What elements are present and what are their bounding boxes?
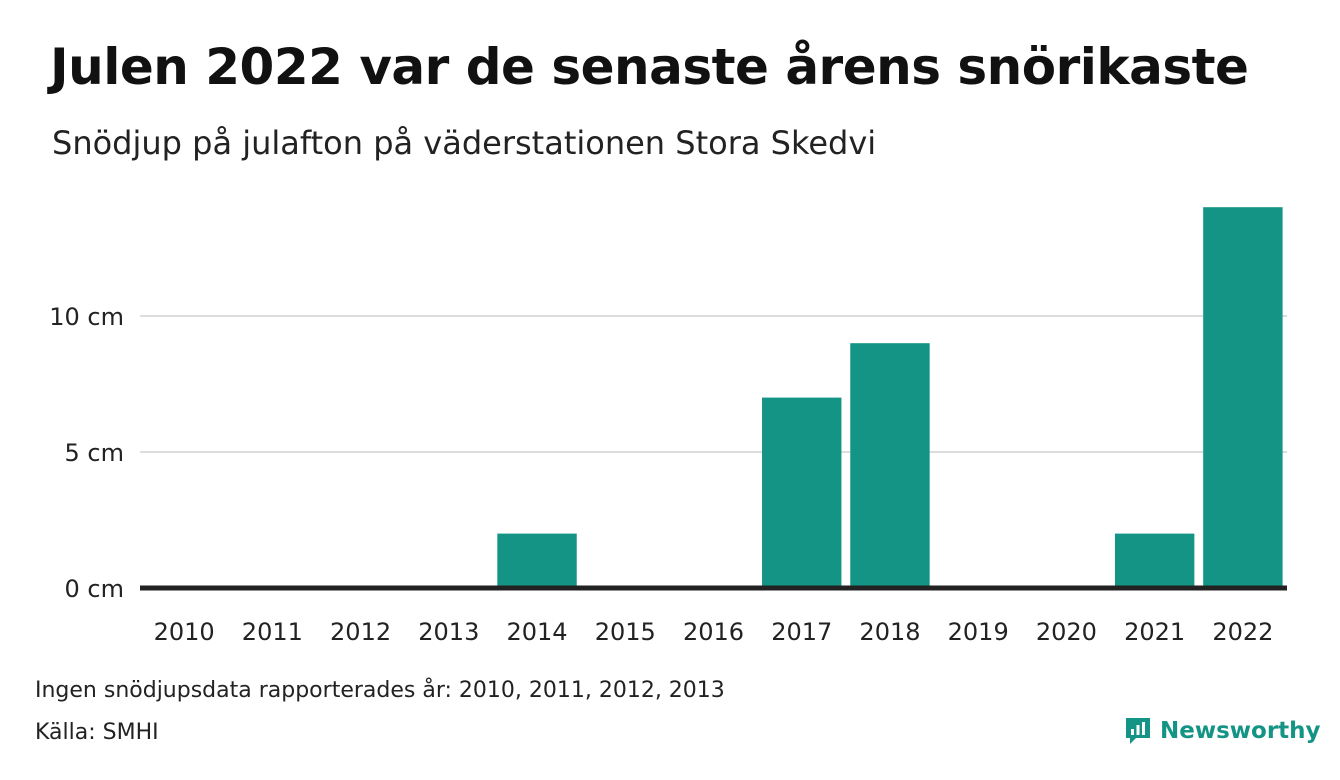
bar-2018 — [850, 343, 930, 588]
x-tick-label: 2022 — [1212, 618, 1273, 646]
bar-2022 — [1203, 207, 1283, 588]
x-tick-label: 2013 — [418, 618, 479, 646]
x-tick-label: 2011 — [242, 618, 303, 646]
x-tick-label: 2021 — [1124, 618, 1185, 646]
newsworthy-logo[interactable]: Newsworthy — [1124, 716, 1321, 746]
chart-subtitle: Snödjup på julafton på väderstationen St… — [52, 124, 877, 162]
x-tick-label: 2017 — [771, 618, 832, 646]
y-tick-label: 5 cm — [65, 439, 124, 467]
bar-2014 — [497, 533, 577, 588]
x-tick-label: 2010 — [154, 618, 215, 646]
x-tick-label: 2020 — [1036, 618, 1097, 646]
x-tick-label: 2015 — [595, 618, 656, 646]
bar-2021 — [1114, 533, 1195, 588]
y-tick-label: 0 cm — [65, 575, 124, 603]
chart-title: Julen 2022 var de senaste årens snörikas… — [50, 38, 1249, 96]
x-tick-label: 2019 — [948, 618, 1009, 646]
x-tick-label: 2012 — [330, 618, 391, 646]
x-tick-label: 2018 — [859, 618, 920, 646]
bar-chart: 0 cm 5 cm 10 cm 2010 2011 2012 2013 2014 2015 201… — [49, 207, 1287, 646]
missing-data-note: Ingen snödjupsdata rapporterades år: 201… — [35, 678, 725, 703]
source-credit: Källa: SMHI — [35, 720, 159, 745]
newsworthy-logo-text: Newsworthy — [1160, 718, 1321, 744]
x-tick-label: 2014 — [506, 618, 567, 646]
x-tick-label: 2016 — [683, 618, 744, 646]
bar-2017 — [762, 397, 842, 588]
newsworthy-logo-icon — [1126, 718, 1150, 744]
y-tick-label: 10 cm — [49, 303, 124, 331]
